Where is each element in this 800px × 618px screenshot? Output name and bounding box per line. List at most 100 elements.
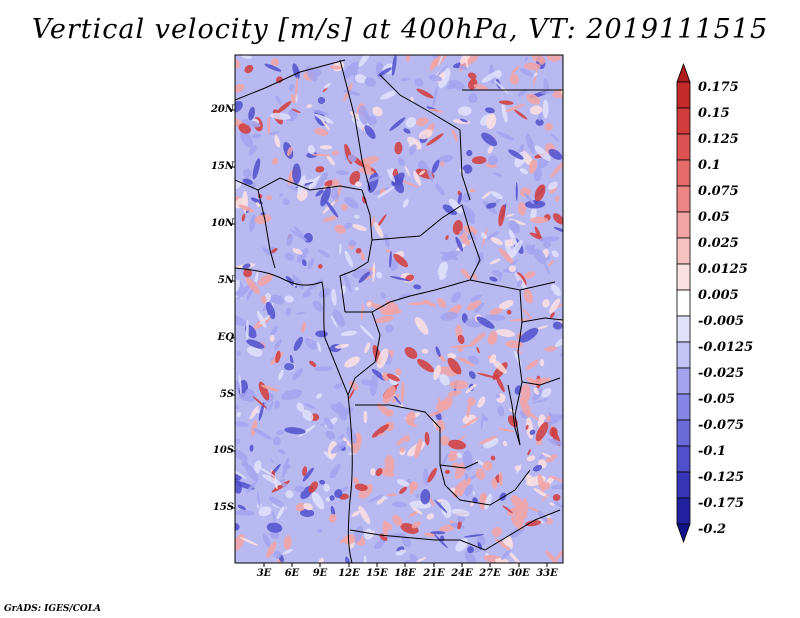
- lon-label: 9E: [312, 568, 328, 579]
- velocity-blob: [529, 377, 551, 386]
- velocity-blob: [465, 383, 477, 394]
- velocity-blob: [248, 106, 255, 121]
- colorbar-label: 0.025: [698, 236, 739, 251]
- velocity-blob: [355, 247, 362, 254]
- colorbar-label: -0.05: [698, 392, 736, 407]
- velocity-blob: [462, 164, 473, 174]
- velocity-blob: [528, 244, 536, 253]
- velocity-blob: [494, 537, 510, 551]
- velocity-blob: [515, 182, 518, 201]
- velocity-blob: [480, 232, 487, 240]
- velocity-blob: [317, 341, 322, 353]
- velocity-blob: [428, 74, 443, 82]
- colorbar-swatch: [676, 81, 691, 109]
- colorbar-label: -0.025: [698, 366, 745, 381]
- velocity-blob: [560, 353, 563, 358]
- colorbar-swatch: [676, 133, 691, 161]
- lat-label: EQ: [217, 332, 234, 343]
- velocity-blob: [340, 434, 354, 450]
- velocity-blob: [448, 450, 458, 462]
- velocity-blob: [459, 118, 468, 123]
- velocity-blob: [344, 197, 359, 209]
- velocity-blob: [525, 359, 539, 370]
- velocity-blob: [266, 541, 277, 558]
- colorbar-label: -0.005: [698, 314, 745, 329]
- velocity-blob: [550, 484, 563, 490]
- velocity-blob: [475, 468, 486, 480]
- velocity-blob: [498, 100, 514, 105]
- velocity-blob: [447, 357, 462, 375]
- velocity-blob: [471, 156, 487, 165]
- lon-label: 15E: [366, 568, 388, 579]
- velocity-blob: [302, 467, 314, 482]
- velocity-blob: [348, 388, 355, 400]
- velocity-blob: [241, 460, 248, 467]
- velocity-blob: [275, 95, 282, 105]
- velocity-blob: [319, 479, 326, 485]
- velocity-blob: [498, 300, 514, 310]
- velocity-blob: [462, 417, 480, 428]
- velocity-blob: [509, 318, 532, 322]
- velocity-blob: [249, 444, 254, 452]
- velocity-blob: [546, 415, 551, 422]
- colorbar-label: 0.005: [698, 288, 739, 303]
- velocity-blob: [437, 261, 449, 278]
- velocity-blob: [429, 108, 444, 113]
- velocity-blob: [533, 167, 542, 182]
- colorbar-swatch: [676, 445, 691, 473]
- velocity-blob: [527, 449, 531, 456]
- velocity-blob: [550, 161, 563, 178]
- velocity-blob: [508, 265, 517, 273]
- velocity-blob: [259, 315, 271, 325]
- velocity-blob: [235, 100, 243, 113]
- velocity-blob: [549, 312, 555, 319]
- velocity-blob: [491, 359, 507, 374]
- velocity-blob: [404, 559, 412, 563]
- velocity-blob: [491, 477, 498, 489]
- velocity-blob: [277, 448, 286, 455]
- velocity-blob: [303, 502, 313, 511]
- velocity-blob: [490, 191, 503, 200]
- velocity-blob: [515, 349, 523, 354]
- velocity-blob: [484, 493, 492, 510]
- velocity-blob: [349, 381, 359, 390]
- velocity-blob: [422, 299, 436, 307]
- velocity-blob: [491, 527, 503, 537]
- velocity-blob: [487, 155, 498, 166]
- coastline: [235, 267, 353, 563]
- velocity-blob: [436, 297, 447, 308]
- velocity-blob: [246, 339, 265, 349]
- velocity-blob: [336, 401, 348, 421]
- velocity-blob: [380, 292, 386, 299]
- velocity-blob: [461, 204, 476, 217]
- velocity-blob: [358, 271, 370, 283]
- velocity-blob: [297, 175, 306, 195]
- velocity-blob: [322, 216, 338, 222]
- velocity-blob: [277, 101, 292, 113]
- velocity-blob: [235, 279, 241, 293]
- colorbar-label: 0.1: [698, 158, 721, 173]
- velocity-blob: [477, 372, 497, 379]
- velocity-blob: [294, 312, 306, 315]
- velocity-blob: [472, 273, 478, 280]
- border-angola-north: [355, 404, 479, 469]
- colorbar-swatch: [676, 263, 691, 291]
- velocity-blob: [275, 429, 285, 436]
- lon-label: 12E: [338, 568, 360, 579]
- velocity-blob: [275, 76, 283, 84]
- velocity-blob: [403, 435, 411, 443]
- velocity-blob: [421, 348, 429, 354]
- colorbar-swatch: [676, 419, 691, 447]
- velocity-blob: [440, 499, 452, 518]
- velocity-blob: [524, 56, 529, 62]
- velocity-blob: [325, 497, 331, 502]
- velocity-blob: [376, 498, 385, 505]
- velocity-blob: [463, 225, 478, 236]
- velocity-blob: [393, 253, 409, 268]
- velocity-blob: [236, 351, 242, 356]
- velocity-blob: [235, 478, 242, 494]
- velocity-blob: [463, 534, 485, 538]
- velocity-blob: [420, 489, 431, 505]
- velocity-blob: [359, 324, 375, 340]
